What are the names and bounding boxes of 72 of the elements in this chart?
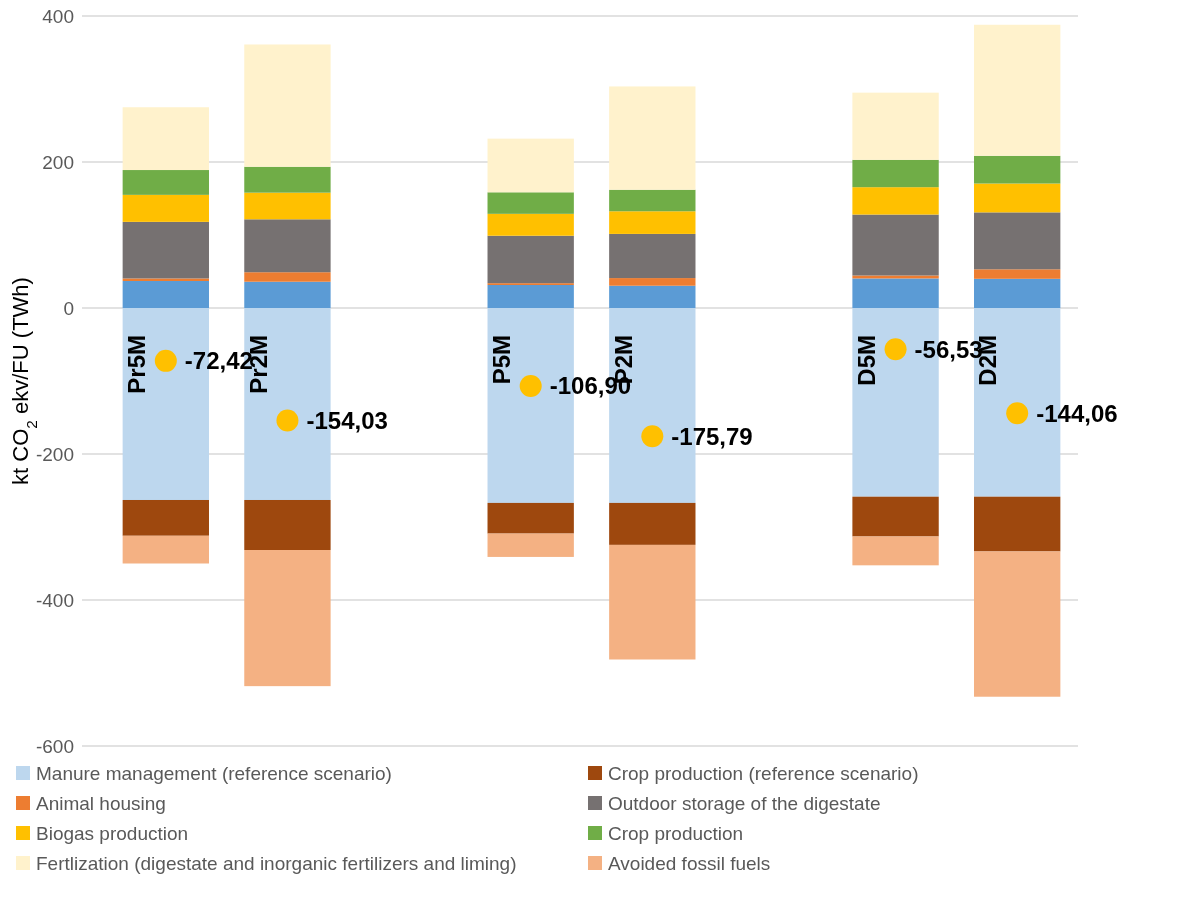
bar bbox=[244, 550, 331, 687]
bar bbox=[852, 159, 939, 188]
bar bbox=[609, 278, 696, 286]
x-tick-label: Pr5M bbox=[123, 335, 151, 394]
bar bbox=[974, 24, 1061, 156]
y-tick-label: 0 bbox=[63, 297, 74, 319]
bar bbox=[244, 166, 331, 193]
bar bbox=[487, 285, 574, 308]
bar bbox=[974, 269, 1061, 279]
bar bbox=[609, 189, 696, 212]
legend-label: Animal housing bbox=[36, 792, 166, 814]
point bbox=[884, 338, 907, 361]
bar bbox=[487, 235, 574, 284]
bar bbox=[487, 213, 574, 236]
bar bbox=[609, 285, 696, 308]
point bbox=[641, 425, 664, 448]
bar bbox=[122, 170, 209, 195]
y-tick-label: 400 bbox=[42, 5, 74, 27]
legend-label: Manure management (reference scenario) bbox=[36, 762, 392, 784]
x-tick-label: P5M bbox=[487, 335, 515, 385]
bar bbox=[609, 502, 696, 545]
bar bbox=[487, 533, 574, 557]
bar bbox=[122, 107, 209, 171]
legend-label: Fertlization (digestate and inorganic fertilizers and liming) bbox=[36, 852, 517, 874]
bar bbox=[244, 499, 331, 550]
bar bbox=[122, 280, 209, 308]
bar bbox=[122, 221, 209, 279]
bar bbox=[122, 278, 209, 281]
bar bbox=[244, 219, 331, 273]
bar bbox=[487, 192, 574, 214]
bar bbox=[974, 183, 1061, 213]
bar bbox=[852, 214, 939, 276]
bar bbox=[609, 544, 696, 660]
bar bbox=[852, 496, 939, 537]
bar bbox=[974, 551, 1061, 697]
bar bbox=[487, 502, 574, 534]
legend-label: Crop production bbox=[608, 822, 744, 844]
point bbox=[154, 349, 177, 372]
bar bbox=[974, 212, 1061, 270]
y-tick-label: -200 bbox=[35, 443, 74, 465]
bar bbox=[122, 535, 209, 564]
bar bbox=[609, 233, 696, 279]
bar bbox=[244, 192, 331, 220]
legend-label: Biogas production bbox=[36, 822, 189, 844]
legend-label: Outdoor storage of the digestate bbox=[608, 792, 881, 814]
bar bbox=[852, 187, 939, 215]
y-tick-label: -400 bbox=[35, 589, 74, 611]
bar bbox=[244, 272, 331, 282]
point bbox=[1006, 402, 1029, 425]
point bbox=[519, 375, 542, 398]
x-tick-label: D5M bbox=[852, 335, 880, 386]
point bbox=[276, 409, 299, 432]
bar bbox=[852, 92, 939, 160]
y-tick-label: 200 bbox=[42, 151, 74, 173]
data-label: -144,06 bbox=[1036, 399, 1118, 427]
bar bbox=[609, 211, 696, 234]
bar bbox=[974, 278, 1061, 308]
bar bbox=[122, 194, 209, 222]
bar bbox=[852, 278, 939, 308]
bar bbox=[852, 536, 939, 566]
legend-label: Crop production (reference scenario) bbox=[608, 762, 919, 784]
y-tick-label: -600 bbox=[35, 735, 74, 757]
bar bbox=[244, 281, 331, 308]
bar bbox=[487, 138, 574, 193]
bar bbox=[974, 496, 1061, 552]
data-label: -175,79 bbox=[671, 422, 753, 450]
legend-label: Avoided fossil fuels bbox=[608, 852, 771, 874]
data-label: -154,03 bbox=[306, 406, 388, 434]
bar bbox=[974, 155, 1061, 184]
bar bbox=[122, 499, 209, 536]
bar bbox=[244, 44, 331, 167]
bar bbox=[609, 86, 696, 190]
